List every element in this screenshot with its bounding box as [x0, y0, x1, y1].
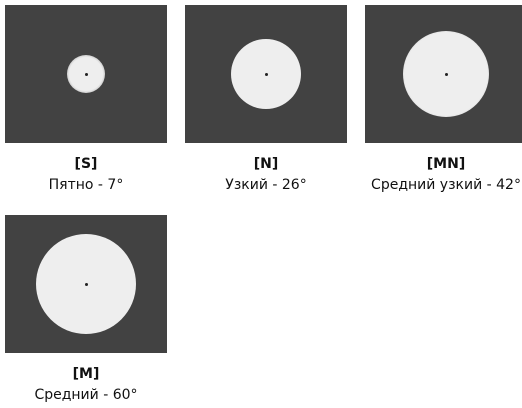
beam-description: Средний - 60° [34, 387, 138, 403]
center-dot-icon [84, 282, 88, 286]
beam-description: Средний узкий - 42° [371, 177, 521, 193]
beam-preview-panel [185, 5, 347, 143]
beam-code: [S] [74, 156, 98, 172]
beam-code: [M] [72, 366, 100, 382]
center-dot-icon [444, 72, 448, 76]
center-dot-icon [84, 72, 88, 76]
beam-option-medium-narrow[interactable]: [MN] Средний узкий - 42° [365, 5, 522, 193]
beam-preview-panel [365, 5, 522, 143]
beam-description: Узкий - 26° [225, 177, 307, 193]
beam-option-spot[interactable]: [S] Пятно - 7° [5, 5, 167, 193]
beam-code: [MN] [426, 156, 466, 172]
center-dot-icon [264, 72, 268, 76]
beam-option-medium[interactable]: [M] Средний - 60° [5, 215, 167, 403]
beam-description: Пятно - 7° [48, 177, 124, 193]
beam-preview-panel [5, 5, 167, 143]
beam-option-narrow[interactable]: [N] Узкий - 26° [185, 5, 347, 193]
beam-preview-panel [5, 215, 167, 353]
beam-code: [N] [253, 156, 279, 172]
